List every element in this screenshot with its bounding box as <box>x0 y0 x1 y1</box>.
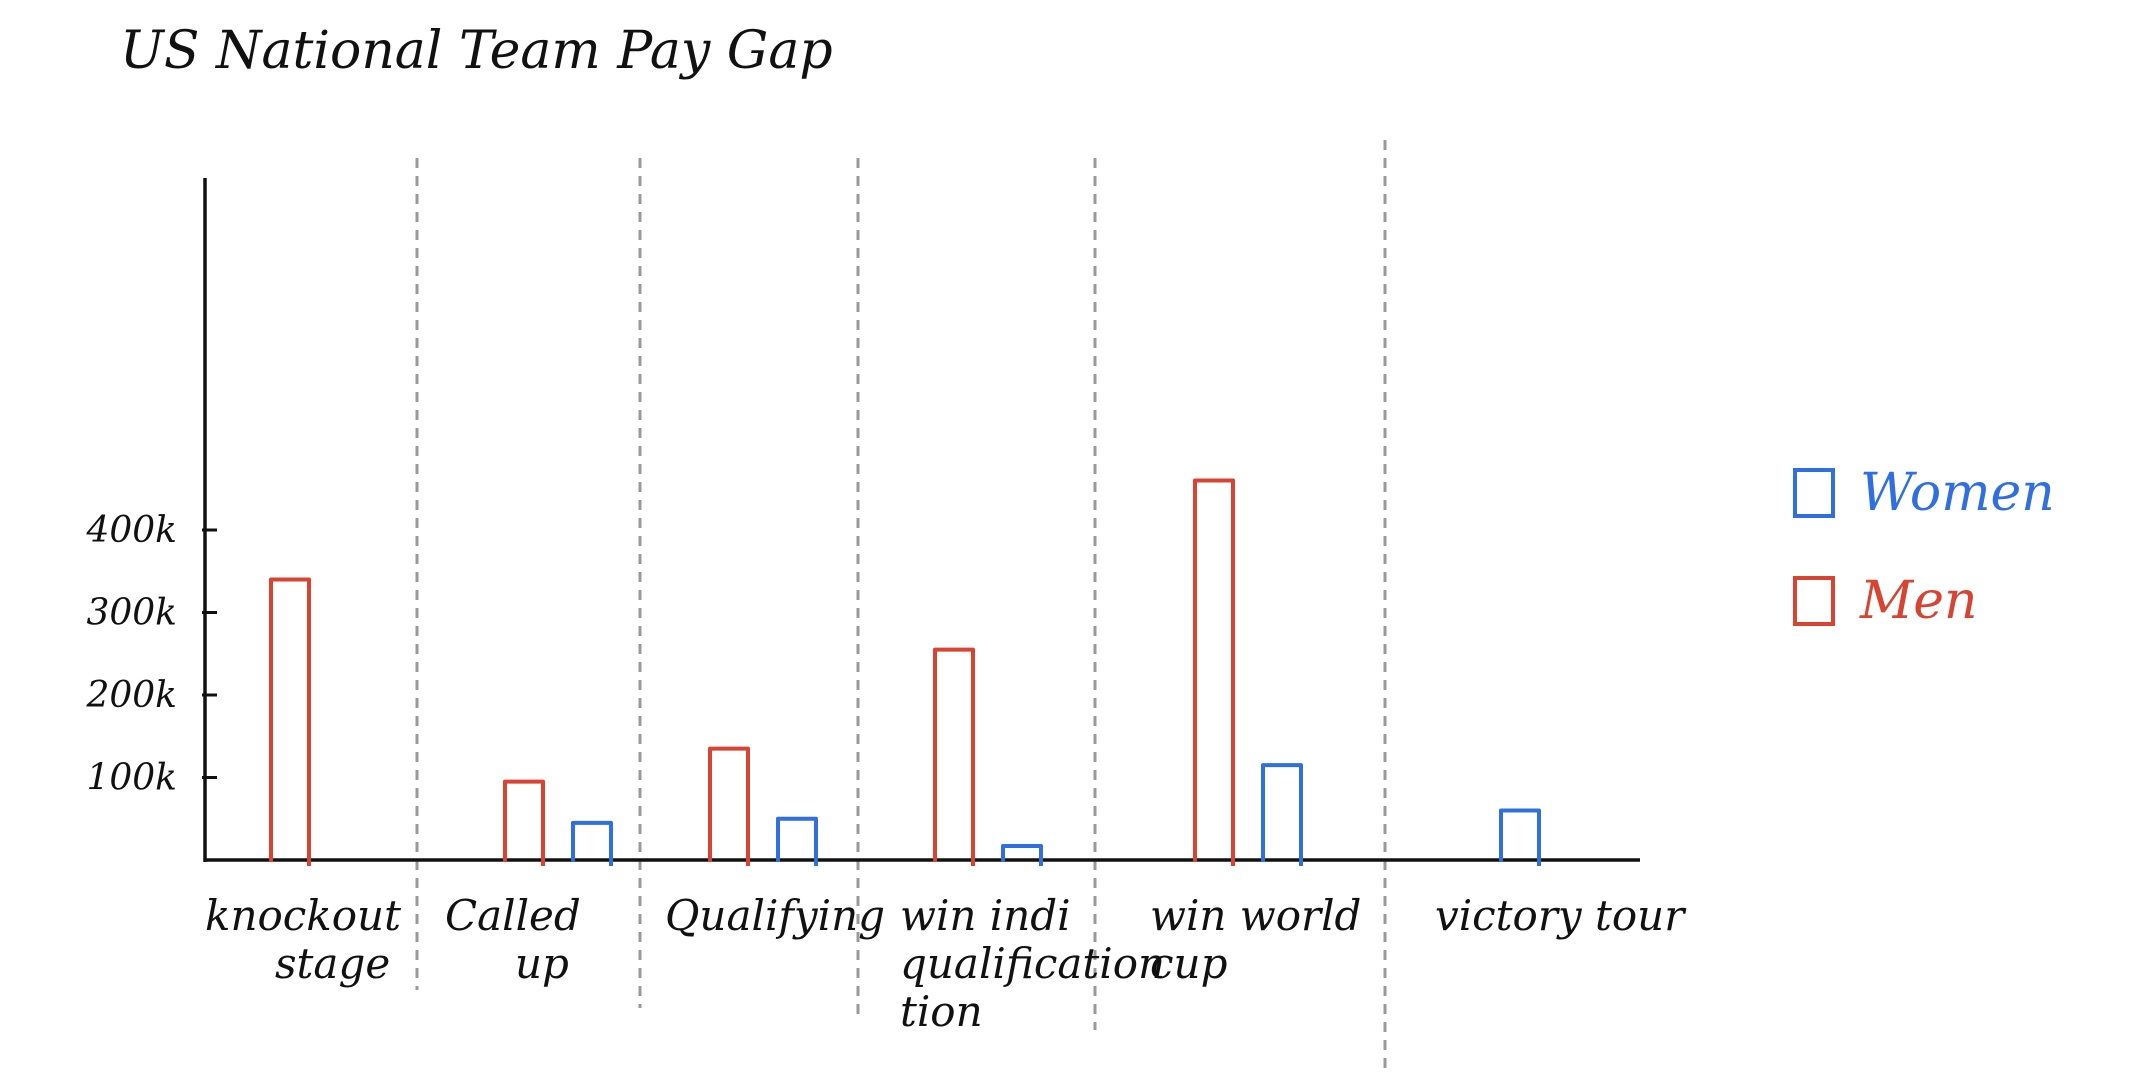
bar-men <box>933 647 975 866</box>
bars <box>269 478 1541 866</box>
legend-label-men: Men <box>1859 571 1978 631</box>
y-tick-label: 200k <box>85 675 177 716</box>
x-category-label: win world cup <box>1150 891 1361 988</box>
x-category-label-line: win world <box>1150 891 1361 940</box>
bar-women <box>1261 763 1303 866</box>
category-separators <box>415 140 1387 1075</box>
axes <box>203 178 1640 862</box>
x-category-label-line: cup <box>1150 939 1227 988</box>
x-category-label: Qualifying <box>665 891 885 940</box>
bar-men <box>708 746 750 866</box>
bar-women <box>1499 808 1541 866</box>
legend-swatch-women <box>1793 468 1835 518</box>
y-tick-label: 400k <box>85 510 177 551</box>
x-axis-labels: knockout stage Called up Qualifying win indi q… <box>205 891 1687 1036</box>
y-tick-label: 100k <box>86 758 177 799</box>
chart-title: US National Team Pay Gap <box>120 21 833 81</box>
legend-swatch-men <box>1793 576 1835 626</box>
x-category-label-line: Qualifying <box>665 891 885 940</box>
y-axis-ticks: 100k 200k 300k 400k <box>85 510 217 799</box>
legend: Women Men <box>1793 463 2055 631</box>
x-category-label-line: victory tour <box>1435 891 1687 940</box>
bar-women <box>571 820 613 866</box>
bar-men <box>1193 478 1235 866</box>
x-category-label-line: up <box>515 939 569 988</box>
x-category-label: victory tour <box>1435 891 1687 940</box>
x-category-label-line: qualification <box>900 939 1165 988</box>
bar-men <box>269 577 311 866</box>
bar-women <box>776 816 818 866</box>
x-category-label-line: tion <box>900 987 983 1036</box>
bar-women <box>1001 843 1043 866</box>
x-category-label-line: win indi <box>900 891 1071 940</box>
bar-men <box>503 779 545 866</box>
x-category-label: Called up <box>445 891 581 988</box>
x-category-label: win indi qualification tion <box>900 891 1165 1036</box>
x-category-label-line: knockout <box>205 891 401 940</box>
x-category-label-line: stage <box>275 939 390 988</box>
x-category-label-line: Called <box>445 891 581 940</box>
x-category-label: knockout stage <box>205 891 401 988</box>
y-tick-label: 300k <box>86 593 177 634</box>
legend-label-women: Women <box>1860 463 2055 523</box>
